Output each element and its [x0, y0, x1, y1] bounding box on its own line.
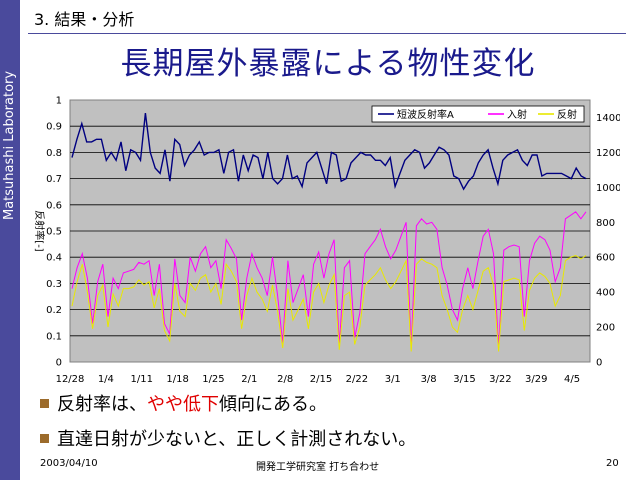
legend-label: 反射: [557, 109, 577, 121]
x-tick-label: 12/28: [56, 374, 85, 385]
bullet-text-suffix: 傾向にある。: [219, 394, 327, 415]
y-tick-label: 1: [56, 96, 62, 107]
x-tick-label: 1/18: [166, 374, 188, 385]
x-tick-label: 2/1: [241, 374, 257, 385]
series-line-2: [71, 211, 587, 349]
section-heading: 3. 結果・分析: [34, 10, 135, 29]
y-tick-label: 0.3: [46, 279, 62, 290]
legend-label: 入射: [507, 109, 527, 121]
bullet-reflectance-trend: 反射率は、やや低下傾向にある。: [40, 390, 327, 416]
bullet-marker: [40, 398, 49, 408]
footer-date: 2003/04/10: [40, 458, 98, 469]
y-tick-label: 0.8: [46, 148, 62, 159]
x-tick-label: 4/5: [564, 374, 580, 385]
legend-box: [371, 105, 585, 123]
y2-tick-label: 0: [596, 358, 602, 369]
y-tick-label: 0.4: [46, 253, 62, 264]
sidebar-lab-name: Matsuhashi Laboratory: [2, 70, 17, 220]
y-tick-label: 0: [56, 358, 62, 369]
sidebar-band: Matsuhashi Laboratory: [0, 0, 20, 480]
slide-title: 長期屋外暴露による物性変化: [120, 46, 536, 82]
x-tick-label: 3/8: [421, 374, 437, 385]
y-tick-label: 0.9: [46, 122, 62, 133]
bullet-measurement-note: 直達日射が少ないと、正しく計測されない。: [40, 425, 416, 451]
x-tick-label: 2/8: [277, 374, 293, 385]
y2-tick-label: 1200: [596, 148, 620, 159]
y2-tick-label: 400: [596, 288, 615, 299]
bullet-text: 直達日射が少ないと、正しく計測されない。: [57, 429, 417, 450]
series-line-1: [71, 113, 587, 191]
footer-page-number: 20: [606, 458, 619, 469]
y-tick-label: 0.5: [46, 227, 62, 238]
bullet-text-highlight: やや低下: [147, 394, 219, 415]
x-tick-label: 2/22: [346, 374, 368, 385]
y-tick-label: 0.7: [46, 174, 62, 185]
y2-tick-label: 200: [596, 323, 615, 334]
x-tick-label: 1/25: [202, 374, 224, 385]
x-tick-label: 3/15: [453, 374, 475, 385]
bullet-text-prefix: 反射率は、: [57, 394, 147, 415]
y2-tick-label: 800: [596, 218, 615, 229]
y-tick-label: 0.1: [46, 331, 62, 342]
y2-tick-label: 1400: [596, 113, 620, 124]
header-divider: [28, 33, 626, 34]
x-tick-label: 2/15: [310, 374, 332, 385]
y-tick-label: 0.6: [46, 200, 62, 211]
x-tick-label: 3/1: [385, 374, 401, 385]
y2-tick-label: 600: [596, 253, 615, 264]
x-tick-label: 3/22: [489, 374, 511, 385]
legend-label: 短波反射率A: [397, 108, 454, 121]
x-tick-label: 3/29: [525, 374, 547, 385]
series-line-3: [71, 254, 587, 352]
y2-tick-label: 1000: [596, 183, 620, 194]
x-tick-label: 1/11: [130, 374, 152, 385]
footer-lab: 開発工学研究室 打ち合わせ: [256, 462, 380, 473]
y-axis-label: 反射率[-]: [33, 210, 46, 252]
x-tick-label: 1/4: [98, 374, 114, 385]
y-tick-label: 0.2: [46, 305, 62, 316]
bullet-marker: [40, 433, 49, 443]
reflectance-chart: 0 0.1 0.2 0.3 0.4 0.5 0.6 0.7 0.8 0.9 1 0 200 400 600 8…: [33, 96, 620, 386]
